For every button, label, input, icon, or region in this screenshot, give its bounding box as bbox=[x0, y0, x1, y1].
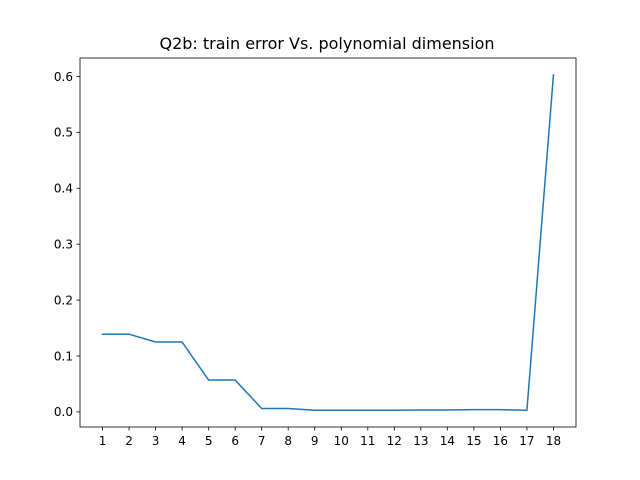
x-tick-label: 11 bbox=[360, 434, 375, 448]
x-tick-label: 5 bbox=[205, 434, 213, 448]
x-tick-label: 17 bbox=[519, 434, 534, 448]
x-tick-label: 14 bbox=[440, 434, 455, 448]
x-tick-label: 12 bbox=[387, 434, 402, 448]
x-tick-label: 13 bbox=[413, 434, 428, 448]
x-tick-label: 1 bbox=[99, 434, 107, 448]
y-tick-label: 0.0 bbox=[54, 405, 73, 419]
x-tick-label: 8 bbox=[284, 434, 292, 448]
x-tick-label: 6 bbox=[231, 434, 239, 448]
chart-title: Q2b: train error Vs. polynomial dimensio… bbox=[159, 34, 494, 53]
plot-area: 1 2 3 4 5 6 7 8 9 10 11 12 13 14 15 16 17 180.00.10.20.30… bbox=[54, 57, 577, 448]
x-tick-label: 15 bbox=[466, 434, 481, 448]
y-tick-label: 0.5 bbox=[54, 126, 73, 140]
y-tick-label: 0.2 bbox=[54, 293, 73, 307]
x-tick-label: 16 bbox=[493, 434, 508, 448]
y-tick-label: 0.1 bbox=[54, 349, 73, 363]
y-tick-label: 0.4 bbox=[54, 182, 73, 196]
x-tick-label: 10 bbox=[334, 434, 349, 448]
y-tick-label: 0.6 bbox=[54, 70, 73, 84]
axes-frame bbox=[79, 57, 577, 428]
x-tick-label: 18 bbox=[546, 434, 561, 448]
series-line-0 bbox=[101, 73, 555, 411]
x-tick-label: 7 bbox=[258, 434, 266, 448]
x-tick-label: 2 bbox=[125, 434, 133, 448]
x-tick-label: 9 bbox=[311, 434, 319, 448]
x-tick-label: 3 bbox=[152, 434, 160, 448]
y-tick-label: 0.3 bbox=[54, 237, 73, 251]
x-tick-label: 4 bbox=[178, 434, 186, 448]
